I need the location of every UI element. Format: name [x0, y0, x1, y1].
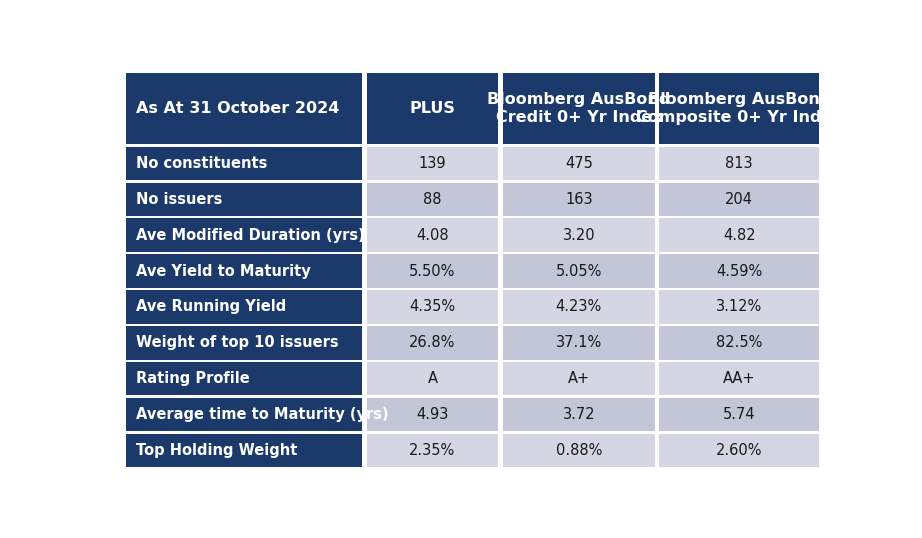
- Bar: [126, 218, 362, 252]
- Text: 3.72: 3.72: [562, 407, 596, 422]
- Text: 26.8%: 26.8%: [409, 335, 455, 350]
- Bar: [126, 73, 362, 144]
- Bar: [367, 362, 498, 395]
- Bar: [367, 326, 498, 359]
- Text: Bloomberg AusBond
Credit 0+ Yr Index: Bloomberg AusBond Credit 0+ Yr Index: [487, 92, 670, 125]
- Text: As At 31 October 2024: As At 31 October 2024: [136, 101, 339, 116]
- Bar: [367, 146, 498, 180]
- Text: 4.59%: 4.59%: [716, 264, 762, 279]
- Bar: [502, 254, 656, 288]
- Bar: [659, 218, 819, 252]
- Bar: [126, 326, 362, 359]
- Bar: [126, 254, 362, 288]
- Bar: [502, 182, 656, 216]
- Bar: [659, 146, 819, 180]
- Text: AA+: AA+: [723, 371, 755, 386]
- Text: 4.08: 4.08: [416, 228, 449, 243]
- Text: 5.50%: 5.50%: [409, 264, 455, 279]
- Bar: [126, 434, 362, 467]
- Bar: [367, 73, 498, 144]
- Text: 5.74: 5.74: [723, 407, 756, 422]
- Text: No issuers: No issuers: [136, 192, 222, 207]
- Text: 3.12%: 3.12%: [716, 300, 762, 314]
- Bar: [502, 73, 656, 144]
- Text: Weight of top 10 issuers: Weight of top 10 issuers: [136, 335, 338, 350]
- Text: 82.5%: 82.5%: [716, 335, 762, 350]
- Bar: [502, 218, 656, 252]
- Bar: [502, 362, 656, 395]
- Bar: [659, 326, 819, 359]
- Bar: [659, 434, 819, 467]
- Bar: [126, 398, 362, 431]
- Text: No constituents: No constituents: [136, 156, 267, 171]
- Text: 4.93: 4.93: [416, 407, 449, 422]
- Text: 88: 88: [423, 192, 442, 207]
- Bar: [367, 254, 498, 288]
- Bar: [659, 290, 819, 324]
- Text: 5.05%: 5.05%: [556, 264, 602, 279]
- Text: A+: A+: [568, 371, 590, 386]
- Bar: [367, 434, 498, 467]
- Text: 3.20: 3.20: [562, 228, 596, 243]
- Text: 2.60%: 2.60%: [716, 443, 762, 458]
- Bar: [659, 398, 819, 431]
- Text: 163: 163: [565, 192, 593, 207]
- Bar: [502, 326, 656, 359]
- Text: 0.88%: 0.88%: [556, 443, 602, 458]
- Text: 813: 813: [726, 156, 753, 171]
- Text: 37.1%: 37.1%: [556, 335, 602, 350]
- Bar: [502, 398, 656, 431]
- Text: 4.82: 4.82: [723, 228, 756, 243]
- Bar: [126, 182, 362, 216]
- Text: 139: 139: [419, 156, 446, 171]
- Text: A: A: [428, 371, 437, 386]
- Bar: [367, 218, 498, 252]
- Bar: [659, 362, 819, 395]
- Bar: [659, 73, 819, 144]
- Text: Ave Running Yield: Ave Running Yield: [136, 300, 286, 314]
- Bar: [502, 290, 656, 324]
- Bar: [367, 398, 498, 431]
- Text: 2.35%: 2.35%: [409, 443, 455, 458]
- Text: 475: 475: [565, 156, 593, 171]
- Text: 4.23%: 4.23%: [556, 300, 602, 314]
- Text: Average time to Maturity (yrs): Average time to Maturity (yrs): [136, 407, 388, 422]
- Bar: [367, 290, 498, 324]
- Text: Bloomberg AusBond
Composite 0+ Yr Index: Bloomberg AusBond Composite 0+ Yr Index: [636, 92, 843, 125]
- Text: Ave Yield to Maturity: Ave Yield to Maturity: [136, 264, 311, 279]
- Text: 204: 204: [726, 192, 753, 207]
- Text: Rating Profile: Rating Profile: [136, 371, 250, 386]
- Text: PLUS: PLUS: [409, 101, 455, 116]
- Text: Ave Modified Duration (yrs): Ave Modified Duration (yrs): [136, 228, 365, 243]
- Bar: [126, 146, 362, 180]
- Text: 4.35%: 4.35%: [409, 300, 455, 314]
- Bar: [126, 362, 362, 395]
- Bar: [659, 182, 819, 216]
- Bar: [367, 182, 498, 216]
- Bar: [126, 290, 362, 324]
- Bar: [502, 434, 656, 467]
- Bar: [659, 254, 819, 288]
- Bar: [502, 146, 656, 180]
- Text: Top Holding Weight: Top Holding Weight: [136, 443, 298, 458]
